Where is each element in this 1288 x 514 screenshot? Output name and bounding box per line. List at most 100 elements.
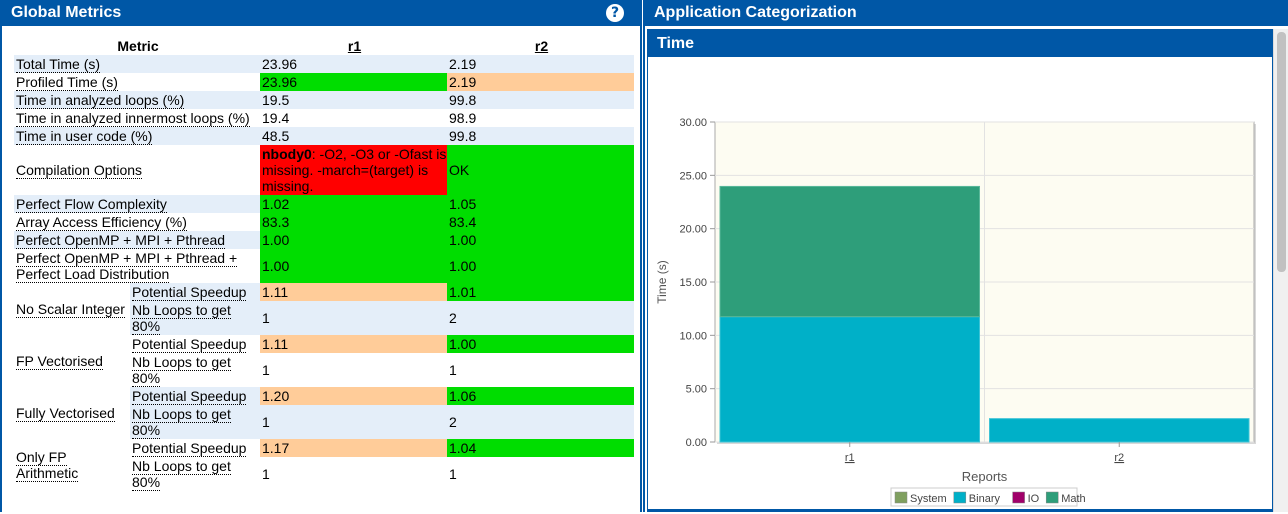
table-row: Only FP Arithmetic Potential Speedup 1.1…	[14, 439, 634, 482]
r2-value: 2.19	[447, 73, 634, 91]
r2-value: 1	[449, 466, 457, 482]
application-categorization-header: Application Categorization	[645, 0, 1288, 26]
bar-math-r1	[719, 185, 980, 318]
header-metric: Metric	[117, 38, 159, 54]
loops-label[interactable]: Nb Loops to get 80%	[132, 406, 231, 439]
loops-label[interactable]: Nb Loops to get 80%	[132, 458, 231, 491]
y-tick-label: 10.00	[679, 330, 707, 342]
legend-swatch-binary	[953, 491, 967, 504]
bar-binary-r2	[989, 418, 1250, 443]
r2-value: 83.4	[447, 213, 634, 231]
speedup-label[interactable]: Potential Speedup	[132, 388, 247, 405]
r2-value: 1.01	[447, 283, 634, 301]
global-metrics-table: Metric r1 r2 Total Time (s) 23.96 2.19 P…	[14, 37, 634, 491]
y-tick-label: 5.00	[686, 384, 707, 396]
metric-label[interactable]: Time in analyzed loops (%)	[16, 92, 185, 109]
r1-value: 23.96	[260, 73, 447, 91]
r1-value: 1.17	[260, 439, 447, 457]
r2-value: 2	[447, 301, 634, 335]
r1-value: 1.20	[260, 387, 447, 405]
r1-value: nbody0: -O2, -O3 or -Ofast is missing. -…	[260, 145, 447, 195]
table-row: Perfect OpenMP + MPI + Pthread + Perfect…	[14, 249, 634, 283]
table-row: Nb Loops to get 80% 1 2	[14, 301, 634, 335]
r1-value: 1	[260, 301, 447, 335]
application-categorization-title: Application Categorization	[654, 4, 857, 21]
r2-value: OK	[447, 145, 634, 195]
r2-value: 99.8	[447, 127, 634, 145]
r2-value: 98.9	[449, 110, 477, 126]
table-row: Time in analyzed innermost loops (%) 19.…	[14, 109, 634, 127]
y-tick-label: 0.00	[686, 437, 707, 449]
help-icon[interactable]: ?	[606, 4, 624, 22]
metric-label[interactable]: Perfect OpenMP + MPI + Pthread + Perfect…	[16, 250, 238, 283]
r1-value: 1	[262, 466, 270, 482]
legend-box	[890, 487, 1078, 507]
compile-message: : -O2, -O3 or -Ofast is missing. -march=…	[262, 146, 447, 194]
group-label[interactable]: FP Vectorised	[16, 353, 103, 370]
speedup-label[interactable]: Potential Speedup	[132, 440, 247, 457]
table-row: No Scalar Integer Potential Speedup 1.11…	[14, 283, 634, 335]
metric-label[interactable]: Time in user code (%)	[16, 128, 153, 145]
table-row: Array Access Efficiency (%) 83.3 83.4	[14, 213, 634, 231]
table-row: Total Time (s) 23.96 2.19	[14, 55, 634, 73]
y-tick-label: 15.00	[679, 277, 707, 289]
bar-binary-r1	[719, 316, 980, 443]
compile-binary-name: nbody0	[262, 146, 312, 162]
table-row: Nb Loops to get 80% 1 1	[14, 457, 634, 491]
r1-value: 19.5	[260, 91, 447, 109]
table-row: Fully Vectorised Potential Speedup 1.20 …	[14, 387, 634, 439]
metric-label[interactable]: Profiled Time (s)	[16, 74, 118, 91]
group-label[interactable]: Only FP Arithmetic	[16, 449, 79, 482]
table-row: Nb Loops to get 80% 1 2	[14, 405, 634, 439]
group-label[interactable]: No Scalar Integer	[16, 301, 125, 318]
r2-value: 2.19	[447, 55, 634, 73]
metric-label[interactable]: Time in analyzed innermost loops (%)	[16, 110, 250, 127]
metric-label[interactable]: Perfect OpenMP + MPI + Pthread	[16, 232, 226, 249]
header-r2[interactable]: r2	[534, 38, 549, 54]
time-chart-panel: Time 0.00 5.00 10.00 15.00 20.00 25.00 30.00 r1…	[647, 29, 1273, 512]
metric-label[interactable]: Compilation Options	[16, 162, 143, 179]
r1-value: 19.4	[262, 110, 290, 126]
application-categorization-panel: Application Categorization Time 0.00 5.00…	[643, 0, 1288, 512]
r2-value: 1.05	[447, 195, 634, 213]
global-metrics-title: Global Metrics	[11, 4, 122, 21]
metric-label[interactable]: Perfect Flow Complexity	[16, 196, 167, 213]
r1-value: 23.96	[260, 55, 447, 73]
x-tick-label: r1	[845, 452, 855, 464]
r2-value: 1.00	[447, 231, 634, 249]
r2-value: 1.00	[447, 249, 634, 283]
table-row: FP Vectorised Potential Speedup 1.11 1.0…	[14, 335, 634, 370]
x-tick-label: r2	[1114, 452, 1124, 464]
time-chart-header: Time	[648, 30, 1272, 57]
y-axis-title: Time (s)	[655, 260, 669, 304]
group-label[interactable]: Fully Vectorised	[16, 405, 115, 422]
loops-label[interactable]: Nb Loops to get 80%	[132, 354, 231, 387]
speedup-label[interactable]: Potential Speedup	[132, 284, 247, 301]
metric-label[interactable]: Total Time (s)	[16, 56, 101, 73]
scrollbar-thumb[interactable]	[1277, 32, 1286, 272]
y-tick-label: 25.00	[679, 170, 707, 182]
r1-value: 1.00	[260, 231, 447, 249]
r1-value: 1	[260, 405, 447, 439]
legend-swatch-system	[894, 491, 908, 504]
r2-value: 1.00	[447, 335, 634, 353]
time-chart-title: Time	[657, 34, 695, 52]
y-tick-label: 30.00	[679, 117, 707, 129]
metric-label[interactable]: Array Access Efficiency (%)	[16, 214, 187, 231]
table-row: Time in analyzed loops (%) 19.5 99.8	[14, 91, 634, 109]
r2-value: 2	[447, 405, 634, 439]
vertical-scrollbar[interactable]	[1273, 29, 1288, 512]
x-axis-title: Reports	[962, 469, 1008, 484]
loops-label[interactable]: Nb Loops to get 80%	[132, 302, 231, 335]
r2-value: 1.06	[447, 387, 634, 405]
speedup-label[interactable]: Potential Speedup	[132, 336, 247, 353]
r1-value: 1.11	[260, 283, 447, 301]
r2-value: 99.8	[447, 91, 634, 109]
header-r1[interactable]: r1	[347, 38, 362, 54]
legend-label-math: Math	[1061, 493, 1085, 505]
r1-value: 1.00	[260, 249, 447, 283]
legend-label-system: System	[910, 493, 947, 505]
r1-value: 1.02	[260, 195, 447, 213]
r2-value: 1	[449, 362, 457, 378]
r2-value: 1.04	[447, 439, 634, 457]
